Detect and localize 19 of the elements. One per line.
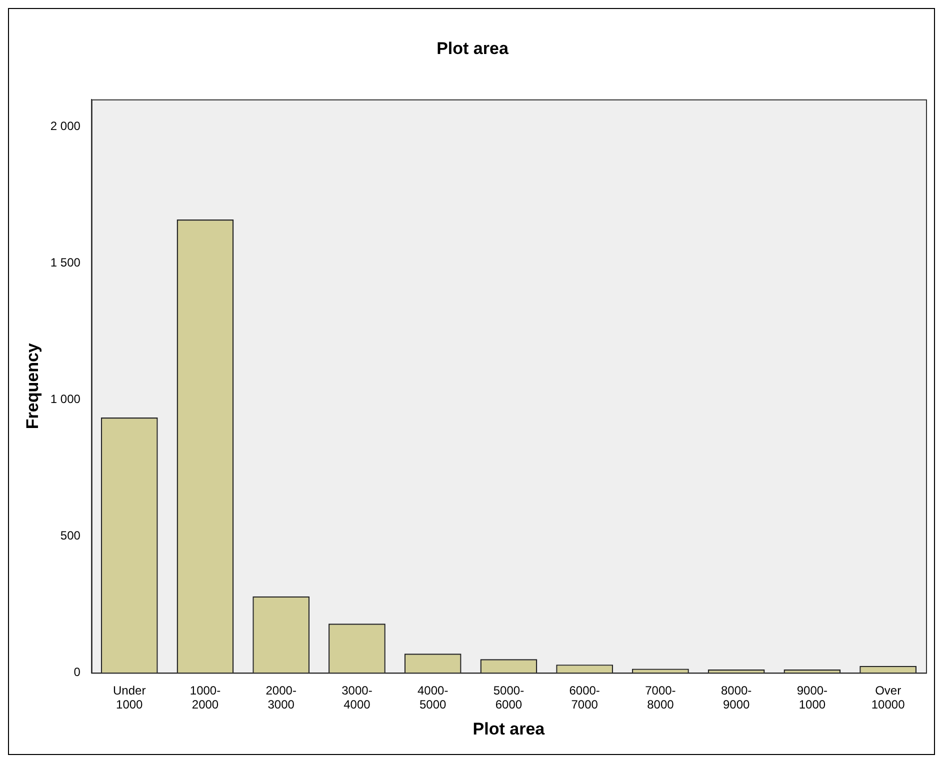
x-tick-label: 8000- 9000 xyxy=(720,683,752,712)
x-tick-label: 4000- 5000 xyxy=(417,683,448,712)
y-tick-label: 2 000 xyxy=(50,119,81,134)
x-tick-label: 1000- 2000 xyxy=(190,683,221,712)
x-tick-label: Over 10000 xyxy=(871,683,906,712)
x-tick-label: 7000- 8000 xyxy=(645,683,676,712)
x-tick-label: 3000- 4000 xyxy=(342,683,372,712)
x-tick-label: 2000- 3000 xyxy=(266,683,296,712)
y-tick-label: 1 500 xyxy=(50,256,81,270)
y-tick-label: 1 000 xyxy=(50,392,81,406)
x-tick-label: 9000- 1000 xyxy=(796,683,828,712)
y-tick-label: 500 xyxy=(60,528,81,543)
x-axis-title: Plot area xyxy=(472,719,546,738)
x-tick-label: Under 1000 xyxy=(113,683,146,712)
y-axis-title: Frequency xyxy=(22,342,42,430)
x-tick-label: 5000- 6000 xyxy=(493,683,524,712)
x-tick-label: 6000- 7000 xyxy=(569,683,600,712)
y-tick-label: 0 xyxy=(74,665,81,680)
chart-title: Plot area xyxy=(436,38,509,58)
